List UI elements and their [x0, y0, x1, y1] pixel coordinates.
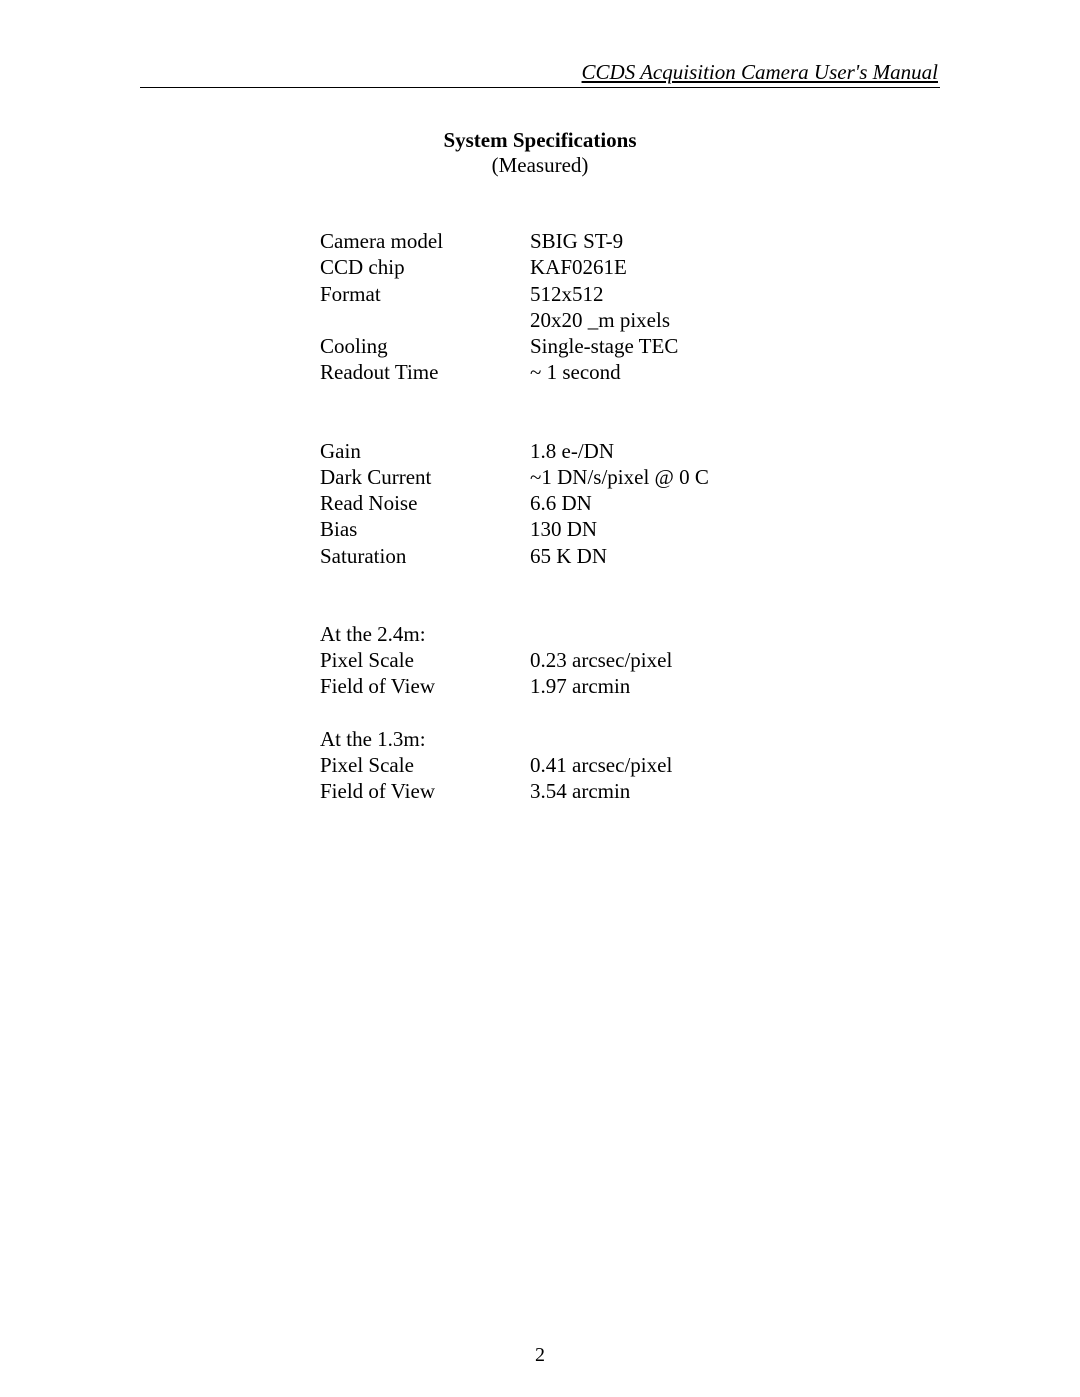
spec-value: KAF0261E	[530, 254, 940, 280]
header-rule: CCDS Acquisition Camera User's Manual	[140, 60, 940, 88]
spec-row: Camera model SBIG ST-9	[320, 228, 940, 254]
spec-value: ~ 1 second	[530, 359, 940, 385]
page-subtitle: (Measured)	[140, 153, 940, 178]
spec-label: Pixel Scale	[320, 647, 530, 673]
spec-label: Dark Current	[320, 464, 530, 490]
spec-label: CCD chip	[320, 254, 530, 280]
spec-value: 65 K DN	[530, 543, 940, 569]
spec-label: Field of View	[320, 778, 530, 804]
spec-label	[320, 307, 530, 333]
spec-row: 20x20 _m pixels	[320, 307, 940, 333]
specifications: Camera model SBIG ST-9 CCD chip KAF0261E…	[320, 228, 940, 804]
spec-value: 20x20 _m pixels	[530, 307, 940, 333]
group-header-row: At the 2.4m:	[320, 621, 940, 647]
spec-row: Saturation 65 K DN	[320, 543, 940, 569]
spec-value: 512x512	[530, 281, 940, 307]
running-header: CCDS Acquisition Camera User's Manual	[140, 60, 940, 85]
spec-value: 130 DN	[530, 516, 940, 542]
spec-row: Cooling Single-stage TEC	[320, 333, 940, 359]
header-text: CCDS Acquisition Camera User's Manual	[582, 60, 938, 84]
spec-row: Field of View 3.54 arcmin	[320, 778, 940, 804]
spec-row: Field of View 1.97 arcmin	[320, 673, 940, 699]
title-block: System Specifications (Measured)	[140, 128, 940, 178]
spec-value: 3.54 arcmin	[530, 778, 940, 804]
spec-label: Readout Time	[320, 359, 530, 385]
spec-label: Cooling	[320, 333, 530, 359]
spec-label: Camera model	[320, 228, 530, 254]
spec-label: Saturation	[320, 543, 530, 569]
spec-label: Bias	[320, 516, 530, 542]
spec-label: Read Noise	[320, 490, 530, 516]
spec-row: Format 512x512	[320, 281, 940, 307]
spec-label: Field of View	[320, 673, 530, 699]
group-header-row: At the 1.3m:	[320, 726, 940, 752]
group-header: At the 1.3m:	[320, 726, 530, 752]
spec-value: 6.6 DN	[530, 490, 940, 516]
spec-value: SBIG ST-9	[530, 228, 940, 254]
spec-row: Pixel Scale 0.23 arcsec/pixel	[320, 647, 940, 673]
group-header: At the 2.4m:	[320, 621, 530, 647]
spec-row: Pixel Scale 0.41 arcsec/pixel	[320, 752, 940, 778]
spec-row: CCD chip KAF0261E	[320, 254, 940, 280]
spec-value: 1.97 arcmin	[530, 673, 940, 699]
page-number: 2	[0, 1344, 1080, 1367]
document-page: CCDS Acquisition Camera User's Manual Sy…	[0, 0, 1080, 804]
spec-value: 0.41 arcsec/pixel	[530, 752, 940, 778]
spec-label: Format	[320, 281, 530, 307]
spec-value: 0.23 arcsec/pixel	[530, 647, 940, 673]
spec-value: Single-stage TEC	[530, 333, 940, 359]
page-title: System Specifications	[140, 128, 940, 153]
spec-value: ~1 DN/s/pixel @ 0 C	[530, 464, 940, 490]
spec-row: Bias 130 DN	[320, 516, 940, 542]
spec-label: Gain	[320, 438, 530, 464]
spec-label: Pixel Scale	[320, 752, 530, 778]
spec-row: Read Noise 6.6 DN	[320, 490, 940, 516]
spec-row: Gain 1.8 e-/DN	[320, 438, 940, 464]
spec-row: Dark Current ~1 DN/s/pixel @ 0 C	[320, 464, 940, 490]
spec-value: 1.8 e-/DN	[530, 438, 940, 464]
spec-row: Readout Time ~ 1 second	[320, 359, 940, 385]
